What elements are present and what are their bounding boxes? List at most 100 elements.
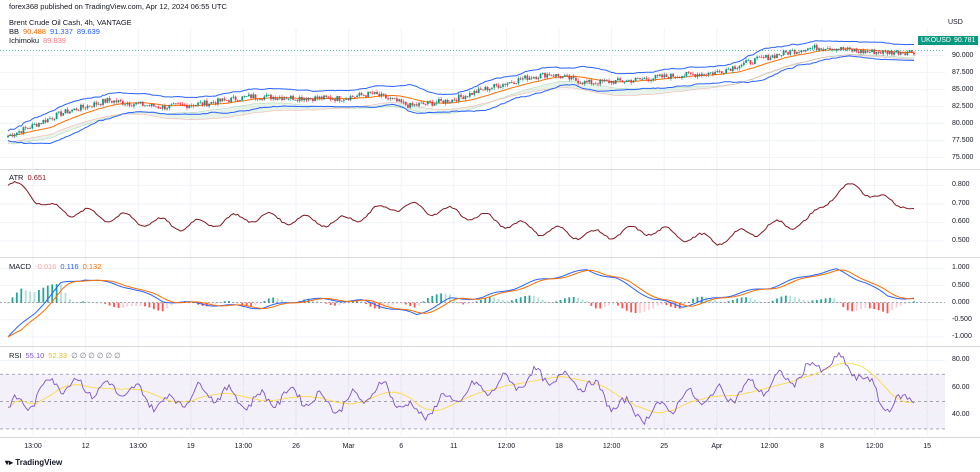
candle-body <box>667 76 670 79</box>
candle-body <box>769 57 772 60</box>
pane-separator-2[interactable] <box>0 257 980 258</box>
macd-hist-bar <box>68 298 71 303</box>
candle-body <box>31 124 34 129</box>
pane-separator-3[interactable] <box>0 346 980 347</box>
candle-body <box>141 101 144 106</box>
candle-body <box>891 50 893 55</box>
atr-label: ATR <box>9 173 24 182</box>
x-tick-label: 12:00 <box>760 443 779 450</box>
x-tick-label: 13:00 <box>24 443 42 450</box>
macd-legend[interactable]: MACD -0.016 0.116 0.132 <box>9 262 105 271</box>
candle-body <box>572 76 575 78</box>
candle-body <box>261 99 264 101</box>
tradingview-footer[interactable]: ▾▸ TradingView <box>5 458 62 467</box>
candle-body <box>504 84 507 86</box>
candle-body <box>860 49 862 54</box>
macd-hist-bar <box>42 287 45 303</box>
macd-hist-bar <box>259 302 261 304</box>
candle-body <box>541 72 544 74</box>
candle-body <box>212 101 215 103</box>
candle-body <box>727 68 730 70</box>
macd-hist-bar <box>316 300 319 303</box>
candle-body <box>259 99 261 101</box>
candle-body <box>307 98 310 101</box>
candle-body <box>181 104 184 105</box>
atr-y-tick: 0.800 <box>952 181 970 189</box>
candle-body <box>232 96 235 98</box>
candle-body <box>603 80 606 82</box>
candle-body <box>373 91 376 94</box>
candle-body <box>210 101 213 104</box>
rsi-y-tick: 60.00 <box>952 383 970 391</box>
macd-hist-bar <box>577 297 580 303</box>
atr-legend[interactable]: ATR 0.651 <box>9 173 50 182</box>
candle-body <box>685 71 688 76</box>
candle-body <box>468 92 471 97</box>
atr-y-tick: 0.700 <box>952 199 970 207</box>
candle-body <box>356 95 359 97</box>
bb-legend[interactable]: BB 90.488 91.337 89.639 <box>9 27 104 36</box>
candle-body <box>555 74 557 77</box>
pane-separator-1[interactable] <box>0 169 980 170</box>
macd-hist-bar <box>798 298 800 303</box>
macd-hist-bar <box>510 300 513 303</box>
candle-body <box>466 96 469 97</box>
macd-hist-bar <box>692 298 694 303</box>
macd-hist-bar <box>705 297 708 303</box>
macd-hist-bar <box>453 299 456 303</box>
candle-body <box>440 98 443 101</box>
macd-hist-bar <box>559 299 562 303</box>
candle-body <box>616 78 619 81</box>
candle-body <box>729 68 732 71</box>
candle-body <box>400 99 403 103</box>
candle-body <box>137 102 140 104</box>
macd-hist-bar <box>214 302 217 305</box>
candle-body <box>687 71 690 73</box>
macd-hist-bar <box>272 297 275 303</box>
candle-body <box>236 100 239 102</box>
candle-body <box>146 105 149 107</box>
macd-hist-bar <box>449 294 451 303</box>
candle-body <box>831 48 834 50</box>
macd-hist-bar <box>73 301 76 303</box>
candle-body <box>201 102 204 106</box>
candle-body <box>429 101 431 102</box>
rsi-line <box>7 351 915 426</box>
candle-body <box>11 134 14 137</box>
macd-signal-line <box>7 269 915 338</box>
candle-body <box>411 103 414 106</box>
macd-hist-bar <box>745 297 747 303</box>
candle-body <box>177 103 180 105</box>
candle-body <box>371 92 374 94</box>
macd-hist-bar <box>603 302 606 307</box>
candle-body <box>190 105 193 107</box>
macd-hist-bar <box>563 298 566 303</box>
candle-body <box>610 81 613 84</box>
candle-body <box>179 103 182 105</box>
candle-body <box>150 103 153 106</box>
candle-body <box>784 50 787 53</box>
macd-value-hist: -0.016 <box>35 262 57 271</box>
candle-body <box>228 100 230 103</box>
candle-body <box>24 127 27 129</box>
ichimoku-legend[interactable]: Ichimoku 89.839 <box>9 36 70 45</box>
candle-body <box>566 75 568 77</box>
macd-hist-bar <box>625 302 628 311</box>
candle-body <box>88 105 91 107</box>
candle-body <box>583 80 586 84</box>
macd-hist-bar <box>749 298 752 303</box>
currency-label[interactable]: USD <box>948 19 963 26</box>
candle-body <box>404 101 407 105</box>
rsi-legend[interactable]: RSI 55.10 52.33 ∅ ∅ ∅ ∅ ∅ ∅ <box>9 351 125 360</box>
macd-hist-bar <box>670 302 672 307</box>
candle-body <box>526 75 529 80</box>
macd-hist-bar <box>342 302 345 304</box>
candle-body <box>305 98 308 101</box>
candle-body <box>340 100 343 102</box>
macd-hist-bar <box>793 296 796 303</box>
macd-hist-bar <box>422 301 425 303</box>
candle-body <box>38 123 40 127</box>
candle-body <box>365 95 367 97</box>
macd-hist-bar <box>519 297 522 303</box>
